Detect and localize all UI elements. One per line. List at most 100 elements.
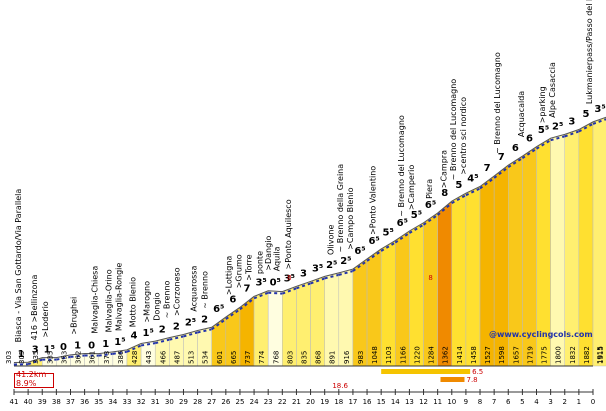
elevation-label: 1220 [413, 346, 421, 364]
km-tick-label: 18 [334, 398, 343, 406]
km-tick-label: 40 [24, 398, 33, 406]
km-tick-label: 30 [165, 398, 174, 406]
km-tick-label: 26 [221, 398, 230, 406]
gradient-label: 3 [568, 117, 575, 128]
place-label: ~ Brenno del Lucomagno [397, 115, 406, 217]
km-tick-label: 31 [151, 398, 160, 406]
gradient-label: 6 [526, 134, 533, 145]
gradient-label: 8 [441, 188, 448, 199]
elevation-label: 373 [103, 351, 111, 364]
km-tick-label: 32 [137, 398, 146, 406]
segment-bar [424, 213, 438, 366]
place-label: Acquarossa [189, 266, 198, 312]
place-label: 416 >Bellinzona [30, 275, 39, 341]
gradient-label: 3⁵ [594, 104, 605, 115]
place-label: >Corzoneso [172, 267, 181, 316]
km-tick-label: 6 [506, 398, 511, 406]
end-elevation-label: 1915 [596, 346, 604, 364]
elevation-label: 891 [329, 351, 337, 364]
gradient-label: 0 [60, 342, 67, 353]
elevation-label: 1598 [498, 346, 506, 364]
elevation-label: 362 [75, 351, 83, 364]
km-tick-label: 21 [292, 398, 301, 406]
place-label: >Campra [439, 150, 448, 188]
elevation-label: 868 [315, 351, 323, 364]
elevation-label: 737 [244, 351, 252, 364]
gradient-label: 2 [201, 314, 208, 325]
gradient-label: 2⁵ [326, 260, 337, 271]
gradient-label: 2⁵ [340, 256, 351, 267]
place-label: Acquacalda [517, 91, 526, 137]
place-label: >Ponto Valentino [369, 166, 378, 235]
km-tick-label: 0 [591, 398, 595, 406]
elevation-label: 768 [272, 351, 280, 364]
elevation-label: 1284 [428, 346, 436, 364]
segment-bar [395, 231, 409, 366]
gradient-label: 6⁵ [354, 246, 365, 257]
place-label: Malvaglia-Orino [105, 269, 114, 332]
km-tick-label: 1 [577, 398, 581, 406]
km-tick-label: 23 [264, 398, 273, 406]
gradient-label: 3⁵ [312, 263, 323, 274]
source-credit: @www.cyclingcols.com [489, 330, 593, 339]
summary-gradient: 8.9% [16, 379, 36, 388]
elevation-label: 534 [202, 350, 210, 364]
km-tick-label: 5 [520, 398, 524, 406]
elevation-label: 835 [301, 351, 309, 364]
segment-bar [466, 186, 480, 366]
place-label: ~ Brenno [163, 280, 172, 318]
gradient-label: 1 [18, 349, 25, 360]
place-label: Lukmanierpass/Passo del Lucomagno [585, 0, 594, 104]
elevation-label: 1832 [569, 346, 577, 364]
gradient-label: 1⁵ [142, 328, 153, 339]
km-tick-label: 3 [548, 398, 552, 406]
elevation-label: 1527 [484, 346, 492, 364]
elevation-label: 1800 [555, 346, 563, 364]
gradient-label: 5 [582, 109, 589, 120]
km-tick-label: 13 [405, 398, 414, 406]
segment-bar [452, 193, 466, 366]
gradient-label: 0 [88, 341, 95, 352]
place-label: >Marogno [143, 281, 152, 323]
km-tick-label: 39 [38, 398, 47, 406]
start-elevation-label: 303 [5, 351, 13, 364]
elevation-label: 1657 [512, 346, 520, 364]
steepness-label: 18.6 [332, 382, 348, 390]
gradient-label: 6⁵ [425, 200, 436, 211]
elevation-label: 1362 [442, 346, 450, 364]
km-tick-label: 28 [193, 398, 202, 406]
gradient-label: 6⁵ [368, 236, 379, 247]
elevation-label: 466 [159, 350, 167, 364]
km-tick-label: 29 [179, 398, 188, 406]
elevation-label: 774 [258, 350, 266, 364]
segment-bar [409, 223, 423, 366]
gradient-label: 5⁵ [411, 210, 422, 221]
km-tick-label: 20 [306, 398, 315, 406]
gradient-label: 1⁵ [44, 345, 55, 356]
max-gradient-label: 8 [428, 274, 432, 282]
elevation-label: 1775 [541, 346, 549, 364]
gradient-label: 7 [244, 283, 251, 294]
km-tick-label: 35 [94, 398, 103, 406]
elevation-label: 1414 [456, 346, 464, 364]
km-tick-label: 34 [108, 398, 117, 406]
place-label: >Lottigna [225, 256, 234, 296]
km-tick-label: 33 [123, 398, 132, 406]
place-label: Malvaglia-Chiesa [90, 266, 99, 334]
gradient-label: 3 [32, 345, 39, 356]
km-tick-label: 27 [207, 398, 216, 406]
km-tick-label: 38 [52, 398, 61, 406]
place-label: >centro sci nordico [459, 97, 468, 175]
elevation-label: 487 [173, 351, 181, 364]
km-tick-label: 17 [348, 398, 357, 406]
elevation-label: 601 [216, 351, 224, 364]
elevation-label: 513 [188, 351, 196, 364]
gradient-label: 1 [102, 339, 109, 350]
steepness-label: 7.8 [466, 376, 477, 384]
elevation-label: 1048 [371, 346, 379, 364]
elevation-label: 665 [230, 351, 238, 364]
gradient-label: 2⁵ [552, 121, 563, 132]
gradient-label: 2⁵ [185, 317, 196, 328]
